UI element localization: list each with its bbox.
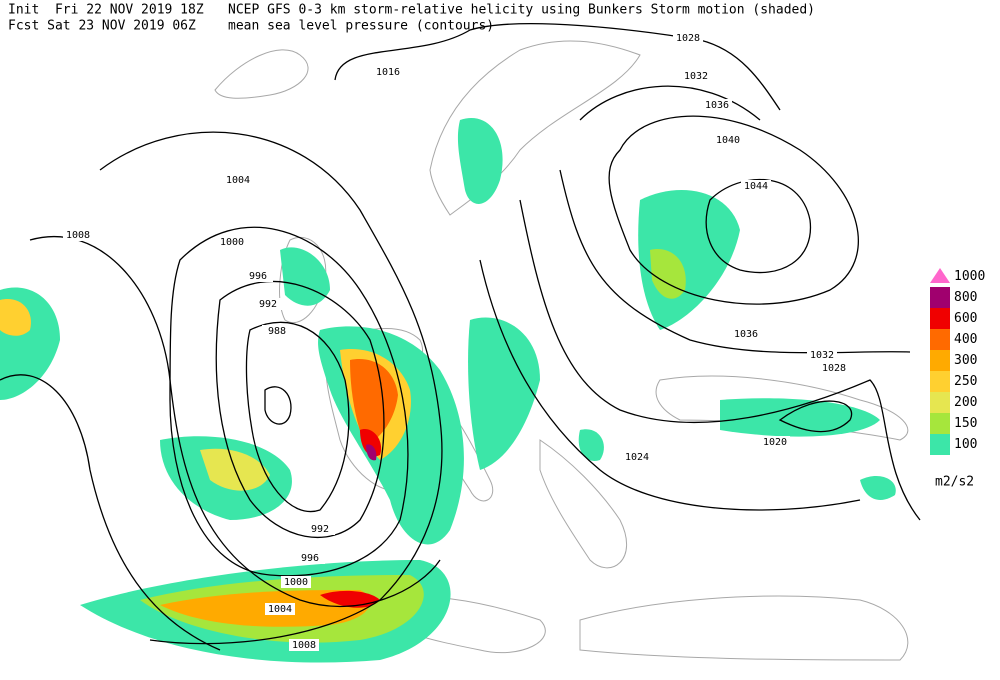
contour-label-bg	[305, 523, 335, 535]
legend-swatch	[930, 329, 950, 350]
contour-label-bg	[262, 325, 292, 337]
contour-label: 1016	[376, 67, 400, 78]
legend-swatch	[930, 434, 950, 455]
contour-label: 1000	[284, 577, 308, 588]
legend-swatch	[930, 268, 950, 283]
legend-swatch	[930, 371, 950, 392]
subtitle: mean sea level pressure (contours)	[228, 19, 494, 34]
contour-label: 1036	[734, 329, 758, 340]
contour-label: 1032	[810, 350, 834, 361]
legend-label: 1000	[954, 269, 985, 284]
shaded-area	[280, 247, 330, 306]
contour-label-bg	[760, 436, 790, 448]
legend-swatch	[930, 350, 950, 371]
contour-label: 1020	[763, 437, 787, 448]
legend-label: 200	[954, 395, 977, 410]
header: Init Fri 22 NOV 2019 18Z Fcst Sat 23 NOV…	[8, 3, 815, 34]
contour-label-bg	[702, 99, 732, 111]
init-time: Init Fri 22 NOV 2019 18Z	[8, 3, 204, 18]
shaded-area	[457, 118, 503, 204]
shaded-area	[468, 317, 540, 470]
legend-label: 150	[954, 416, 977, 431]
contour-label: 996	[249, 271, 267, 282]
forecast-time: Fcst Sat 23 NOV 2019 06Z	[8, 19, 196, 34]
contour-label: 1044	[744, 181, 768, 192]
contour-label-bg	[713, 134, 743, 146]
shaded-area	[650, 249, 686, 299]
contour-label-bg	[373, 66, 403, 78]
contour-labels: 1028 1016 1032 1036 1040 1044 1004 1008 1000 996 9…	[63, 32, 849, 651]
contour-label: 992	[259, 299, 277, 310]
shaded-area	[360, 429, 382, 457]
contour-label-bg	[265, 603, 295, 615]
legend-label: 600	[954, 311, 977, 326]
contour-label-bg	[681, 70, 711, 82]
contour-label-bg	[295, 552, 325, 564]
contour-label: 1032	[684, 71, 708, 82]
contour-label-bg	[243, 270, 273, 282]
legend-swatch	[930, 308, 950, 329]
contour-label-bg	[731, 328, 761, 340]
legend-label: 400	[954, 332, 977, 347]
contour-label: 1040	[716, 135, 740, 146]
shaded-area	[366, 444, 377, 461]
contour-label: 996	[301, 553, 319, 564]
shaded-area	[350, 359, 398, 445]
contour-label-bg	[217, 236, 247, 248]
contour-label: 1024	[625, 452, 649, 463]
title: NCEP GFS 0-3 km storm-relative helicity …	[228, 3, 815, 18]
contour-label-bg	[63, 229, 93, 241]
legend-swatch	[930, 287, 950, 308]
contour-label: 1028	[676, 33, 700, 44]
units: m2/s2	[935, 475, 974, 490]
contour-label: 1004	[226, 175, 250, 186]
legend-swatch	[930, 413, 950, 434]
shaded-area	[578, 429, 604, 461]
legend-label: 250	[954, 374, 977, 389]
shaded-area	[720, 398, 880, 437]
contour-label: 1028	[822, 363, 846, 374]
isobars	[0, 23, 921, 651]
contour-label-bg	[673, 32, 703, 44]
legend: m2/s2 100 150 200 250 300 400 600 800 1000	[930, 268, 985, 490]
shaded-area	[860, 475, 896, 500]
contour-label: 992	[311, 524, 329, 535]
contour-label-bg	[223, 174, 253, 186]
legend-label: 100	[954, 437, 977, 452]
shaded-area	[0, 299, 31, 336]
legend-label: 800	[954, 290, 977, 305]
contour-label: 1004	[268, 604, 292, 615]
contour-label: 988	[268, 326, 286, 337]
contour-label-bg	[289, 639, 319, 651]
contour-label-bg	[819, 362, 849, 374]
contour-label-bg	[281, 576, 311, 588]
legend-label: 300	[954, 353, 977, 368]
contour-label: 1036	[705, 100, 729, 111]
legend-swatch	[930, 392, 950, 413]
contour-label-bg	[807, 349, 837, 361]
contour-label-bg	[741, 180, 771, 192]
contour-label: 1008	[66, 230, 90, 241]
contour-label-bg	[253, 298, 283, 310]
contour-label: 1000	[220, 237, 244, 248]
coastlines	[214, 40, 909, 661]
contour-label: 1008	[292, 640, 316, 651]
contour-label-bg	[622, 451, 652, 463]
